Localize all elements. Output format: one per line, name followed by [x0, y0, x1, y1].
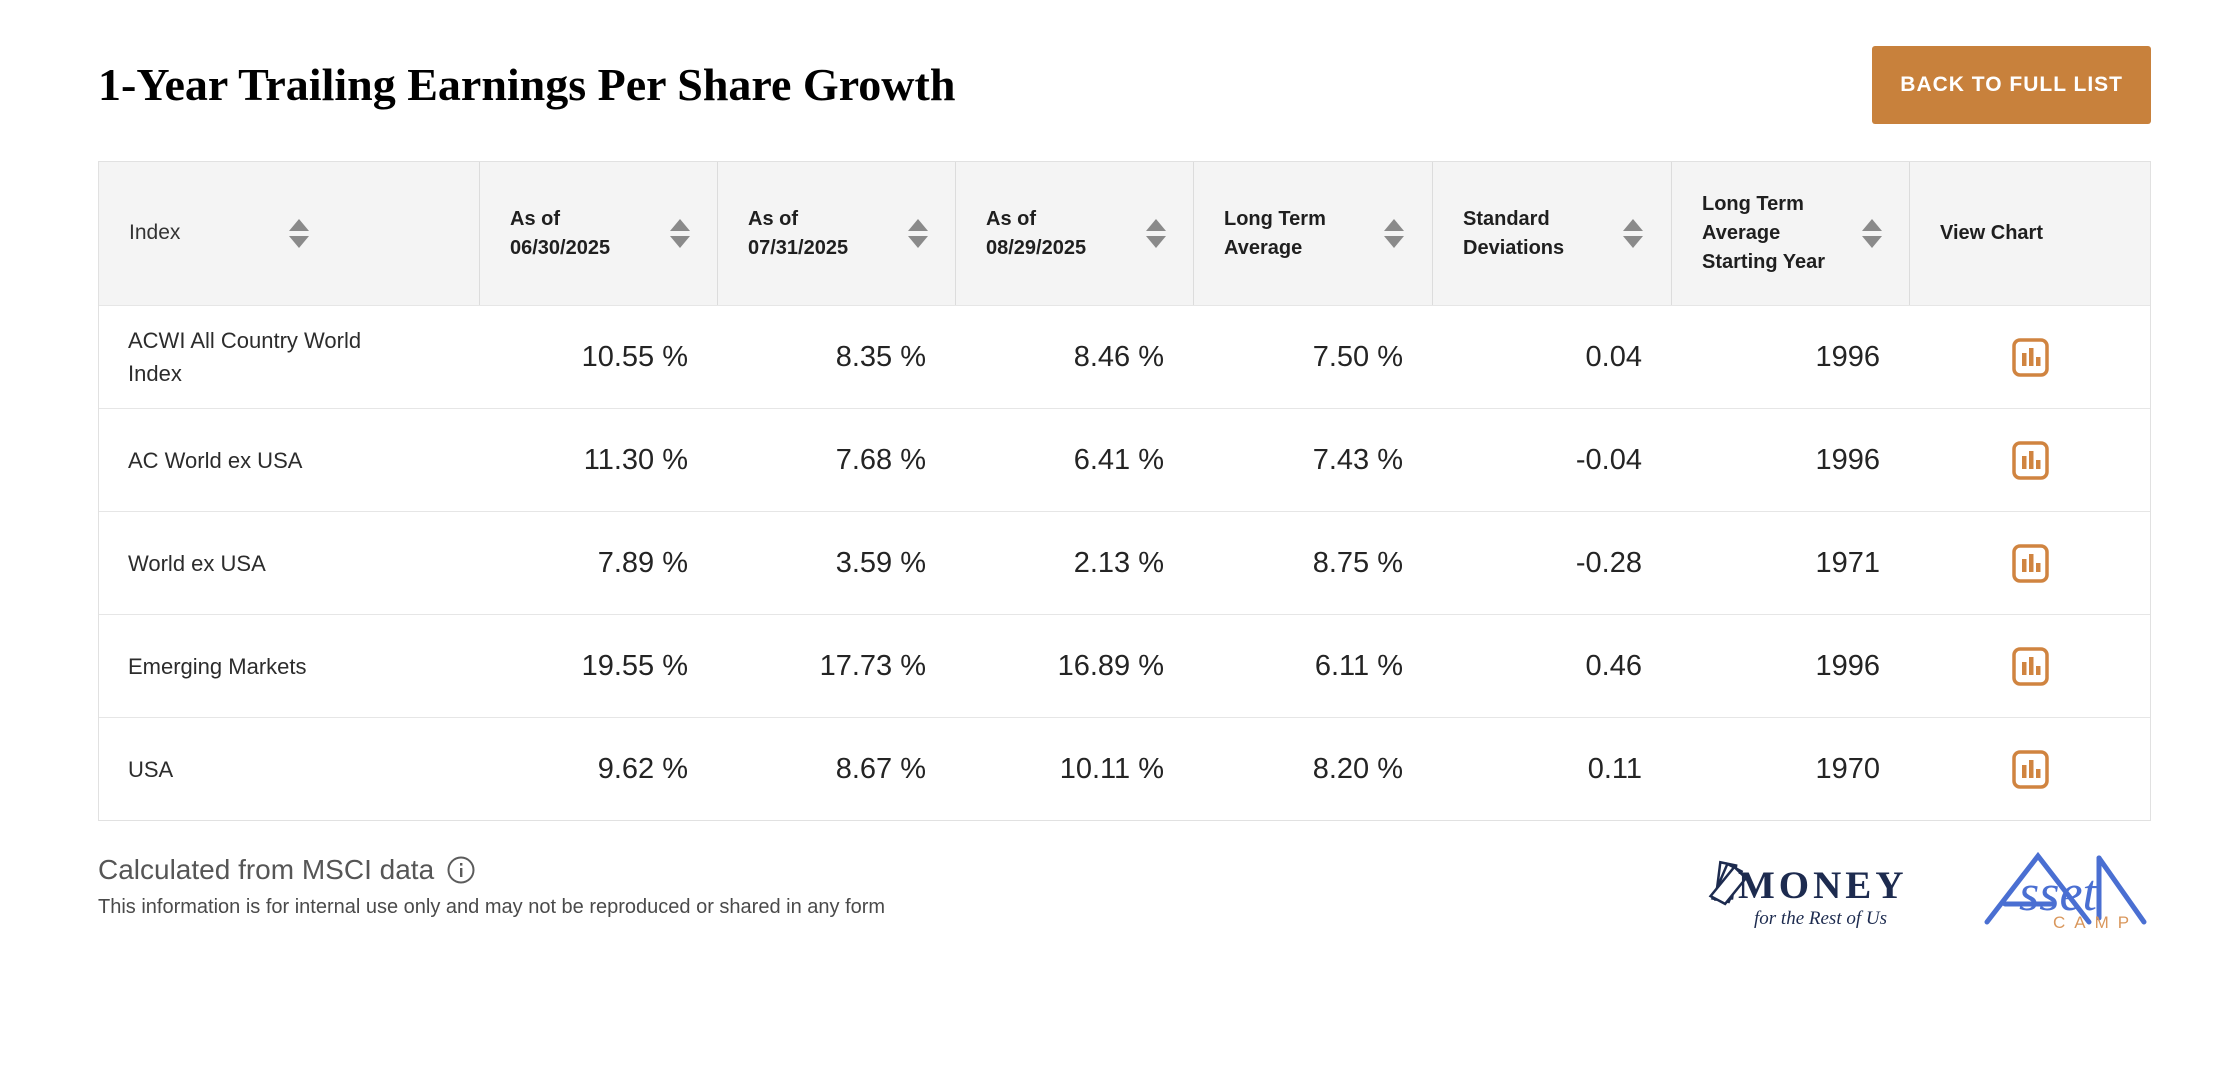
index-name-cell: World ex USA: [128, 550, 266, 576]
starting-year-cell: 1971: [1815, 546, 1880, 579]
column-header-label: As of 08/29/2025: [986, 207, 1087, 259]
column-header-standard-deviations[interactable]: Standard Deviations: [1433, 162, 1672, 305]
bar-chart-icon: [2011, 543, 2049, 583]
column-header-label: Index: [129, 221, 181, 245]
money-for-the-rest-of-us-logo: MONEY for the Rest of Us: [1708, 860, 1908, 929]
standard-deviations-cell: 0.46: [1585, 649, 1642, 682]
asof-0630-cell: 7.89 %: [597, 546, 688, 579]
index-name-cell: ACWI All Country World Index: [128, 328, 362, 386]
starting-year-cell: 1996: [1815, 443, 1880, 476]
column-header-starting-year[interactable]: Long Term Average Starting Year: [1672, 162, 1910, 305]
source-note: Calculated from MSCI data: [98, 854, 435, 885]
table-header-row: Index As of 06/30/2025 As of 07/31/2025 …: [99, 162, 2150, 305]
footer-notes: Calculated from MSCI data This informati…: [98, 854, 885, 919]
starting-year-cell: 1970: [1815, 752, 1880, 785]
page-container: 1-Year Trailing Earnings Per Share Growt…: [98, 46, 2151, 936]
asof-0829-cell: 10.11 %: [1059, 752, 1164, 785]
column-header-label: View Chart: [1940, 222, 2043, 244]
standard-deviations-cell: -0.28: [1575, 546, 1642, 579]
footer-logos: MONEY for the Rest of Us sset CAMP: [1696, 848, 2151, 936]
view-chart-button[interactable]: [2011, 337, 2049, 377]
svg-text:MONEY: MONEY: [1738, 864, 1908, 907]
table-row: Emerging Markets 19.55 % 17.73 % 16.89 %…: [99, 614, 2150, 717]
asof-0829-cell: 2.13 %: [1073, 546, 1164, 579]
column-header-label: As of 07/31/2025: [748, 207, 849, 259]
starting-year-cell: 1996: [1815, 340, 1880, 373]
column-header-asof-0731[interactable]: As of 07/31/2025: [718, 162, 956, 305]
sort-icon: [1146, 219, 1166, 248]
asof-0731-cell: 3.59 %: [835, 546, 926, 579]
info-icon[interactable]: [446, 855, 476, 885]
view-chart-button[interactable]: [2011, 749, 2049, 789]
index-name-cell: USA: [128, 756, 174, 782]
standard-deviations-cell: -0.04: [1575, 443, 1642, 476]
bar-chart-icon: [2011, 749, 2049, 789]
eps-growth-table: Index As of 06/30/2025 As of 07/31/2025 …: [98, 161, 2151, 821]
assetcamp-logo: sset CAMP: [1984, 851, 2147, 932]
table-row: AC World ex USA 11.30 % 7.68 % 6.41 % 7.…: [99, 408, 2150, 511]
bar-chart-icon: [2011, 337, 2049, 377]
view-chart-button[interactable]: [2011, 543, 2049, 583]
view-chart-button[interactable]: [2011, 646, 2049, 686]
column-header-asof-0630[interactable]: As of 06/30/2025: [480, 162, 718, 305]
asof-0731-cell: 17.73 %: [819, 649, 926, 682]
sort-icon: [670, 219, 690, 248]
asof-0731-cell: 7.68 %: [835, 443, 926, 476]
sort-icon: [908, 219, 928, 248]
asof-0829-cell: 6.41 %: [1073, 443, 1164, 476]
index-name-cell: Emerging Markets: [128, 653, 307, 679]
column-header-label: Standard Deviations: [1463, 207, 1565, 259]
index-name-cell: AC World ex USA: [128, 447, 303, 473]
top-bar: 1-Year Trailing Earnings Per Share Growt…: [98, 46, 2151, 124]
table-row: USA 9.62 % 8.67 % 10.11 % 8.20 % 0.11 19…: [99, 717, 2150, 820]
column-header-index[interactable]: Index: [99, 162, 480, 305]
back-to-full-list-button[interactable]: BACK TO FULL LIST: [1872, 46, 2151, 124]
view-chart-button[interactable]: [2011, 440, 2049, 480]
table-row: World ex USA 7.89 % 3.59 % 2.13 % 8.75 %…: [99, 511, 2150, 614]
long-term-average-cell: 7.50 %: [1312, 340, 1403, 373]
disclaimer-text: This information is for internal use onl…: [98, 896, 886, 918]
svg-text:CAMP: CAMP: [2053, 913, 2138, 932]
asof-0829-cell: 8.46 %: [1073, 340, 1164, 373]
column-header-label: As of 06/30/2025: [510, 207, 611, 259]
standard-deviations-cell: 0.04: [1585, 340, 1642, 373]
long-term-average-cell: 7.43 %: [1312, 443, 1403, 476]
column-header-label: Long Term Average Starting Year: [1702, 193, 1826, 273]
sort-icon: [289, 219, 309, 248]
long-term-average-cell: 8.20 %: [1312, 752, 1403, 785]
standard-deviations-cell: 0.11: [1587, 752, 1642, 785]
svg-text:for the Rest of Us: for the Rest of Us: [1754, 908, 1887, 929]
column-header-long-term-average[interactable]: Long Term Average: [1194, 162, 1433, 305]
asof-0829-cell: 16.89 %: [1057, 649, 1164, 682]
sort-icon: [1862, 219, 1882, 248]
long-term-average-cell: 8.75 %: [1312, 546, 1403, 579]
sort-icon: [1384, 219, 1404, 248]
column-header-label: Long Term Average: [1224, 207, 1326, 259]
asof-0630-cell: 19.55 %: [581, 649, 688, 682]
asof-0630-cell: 9.62 %: [597, 752, 688, 785]
starting-year-cell: 1996: [1815, 649, 1880, 682]
table-row: ACWI All Country World Index 10.55 % 8.3…: [99, 305, 2150, 408]
asof-0630-cell: 10.55 %: [581, 340, 688, 373]
bar-chart-icon: [2011, 646, 2049, 686]
asof-0630-cell: 11.30 %: [583, 443, 688, 476]
asof-0731-cell: 8.67 %: [835, 752, 926, 785]
page-title: 1-Year Trailing Earnings Per Share Growt…: [98, 58, 956, 110]
footer: Calculated from MSCI data This informati…: [98, 851, 2151, 936]
column-header-asof-0829[interactable]: As of 08/29/2025: [956, 162, 1194, 305]
column-header-view-chart: View Chart: [1910, 162, 2150, 305]
sort-icon: [1623, 219, 1643, 248]
bar-chart-icon: [2011, 440, 2049, 480]
long-term-average-cell: 6.11 %: [1314, 649, 1403, 682]
asof-0731-cell: 8.35 %: [835, 340, 926, 373]
svg-text:sset: sset: [2019, 865, 2099, 922]
